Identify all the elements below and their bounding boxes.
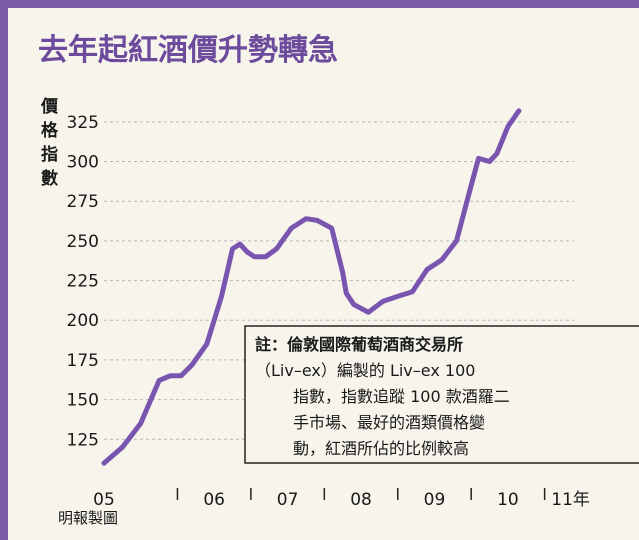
note-line-5: 動，紅酒所佔的比例較高 bbox=[293, 439, 469, 458]
x-tick-label: 06 bbox=[203, 490, 225, 510]
x-tick-label: 11年 bbox=[551, 490, 590, 510]
x-tick-label: 10 bbox=[497, 490, 519, 510]
y-tick-label: 275 bbox=[67, 192, 99, 212]
wine-price-chart: 去年起紅酒價升勢轉急 價格指數 125 150 175 200 225 250 275 300… bbox=[38, 33, 639, 527]
y-tick-label: 125 bbox=[67, 430, 99, 450]
y-tick-label: 150 bbox=[67, 391, 99, 411]
y-tick-label: 325 bbox=[67, 113, 99, 133]
y-tick-label: 225 bbox=[67, 272, 99, 292]
note-line-1: 註：倫敦國際葡萄酒商交易所 bbox=[255, 335, 463, 354]
y-tick-label: 175 bbox=[67, 351, 99, 371]
x-tick-label: 05 bbox=[93, 490, 115, 510]
x-tick-label: 09 bbox=[424, 490, 446, 510]
series-line bbox=[101, 108, 522, 466]
y-tick-label: 300 bbox=[67, 153, 99, 173]
chart-frame: 去年起紅酒價升勢轉急 價格指數 125 150 175 200 225 250 275 300… bbox=[8, 8, 639, 540]
gridlines bbox=[104, 121, 574, 440]
y-axis-ticks: 125 150 175 200 225 250 275 300 325 bbox=[67, 113, 99, 450]
chart-title: 去年起紅酒價升勢轉急 bbox=[38, 33, 338, 68]
note-line-3: 指數，指數追蹤 100 款酒羅二 bbox=[293, 387, 510, 406]
note-line-2: （Liv–ex）編製的 Liv–ex 100 bbox=[255, 361, 475, 380]
y-axis-label-text: 價格指數 bbox=[40, 96, 59, 189]
x-axis-ticks: 05 06 07 08 09 10 11年 bbox=[93, 488, 590, 510]
note-box: 註：倫敦國際葡萄酒商交易所 （Liv–ex）編製的 Liv–ex 100 指數，… bbox=[244, 325, 639, 464]
note-line-4: 手市場、最好的酒類價格變 bbox=[293, 413, 485, 432]
source-credit: 明報製圖 bbox=[58, 509, 118, 527]
x-tick-label: 07 bbox=[277, 490, 299, 510]
y-axis-label: 價格指數 bbox=[40, 96, 59, 189]
series bbox=[101, 108, 522, 466]
y-tick-label: 250 bbox=[67, 232, 99, 252]
x-tick-label: 08 bbox=[350, 490, 372, 510]
y-tick-label: 200 bbox=[67, 311, 99, 331]
